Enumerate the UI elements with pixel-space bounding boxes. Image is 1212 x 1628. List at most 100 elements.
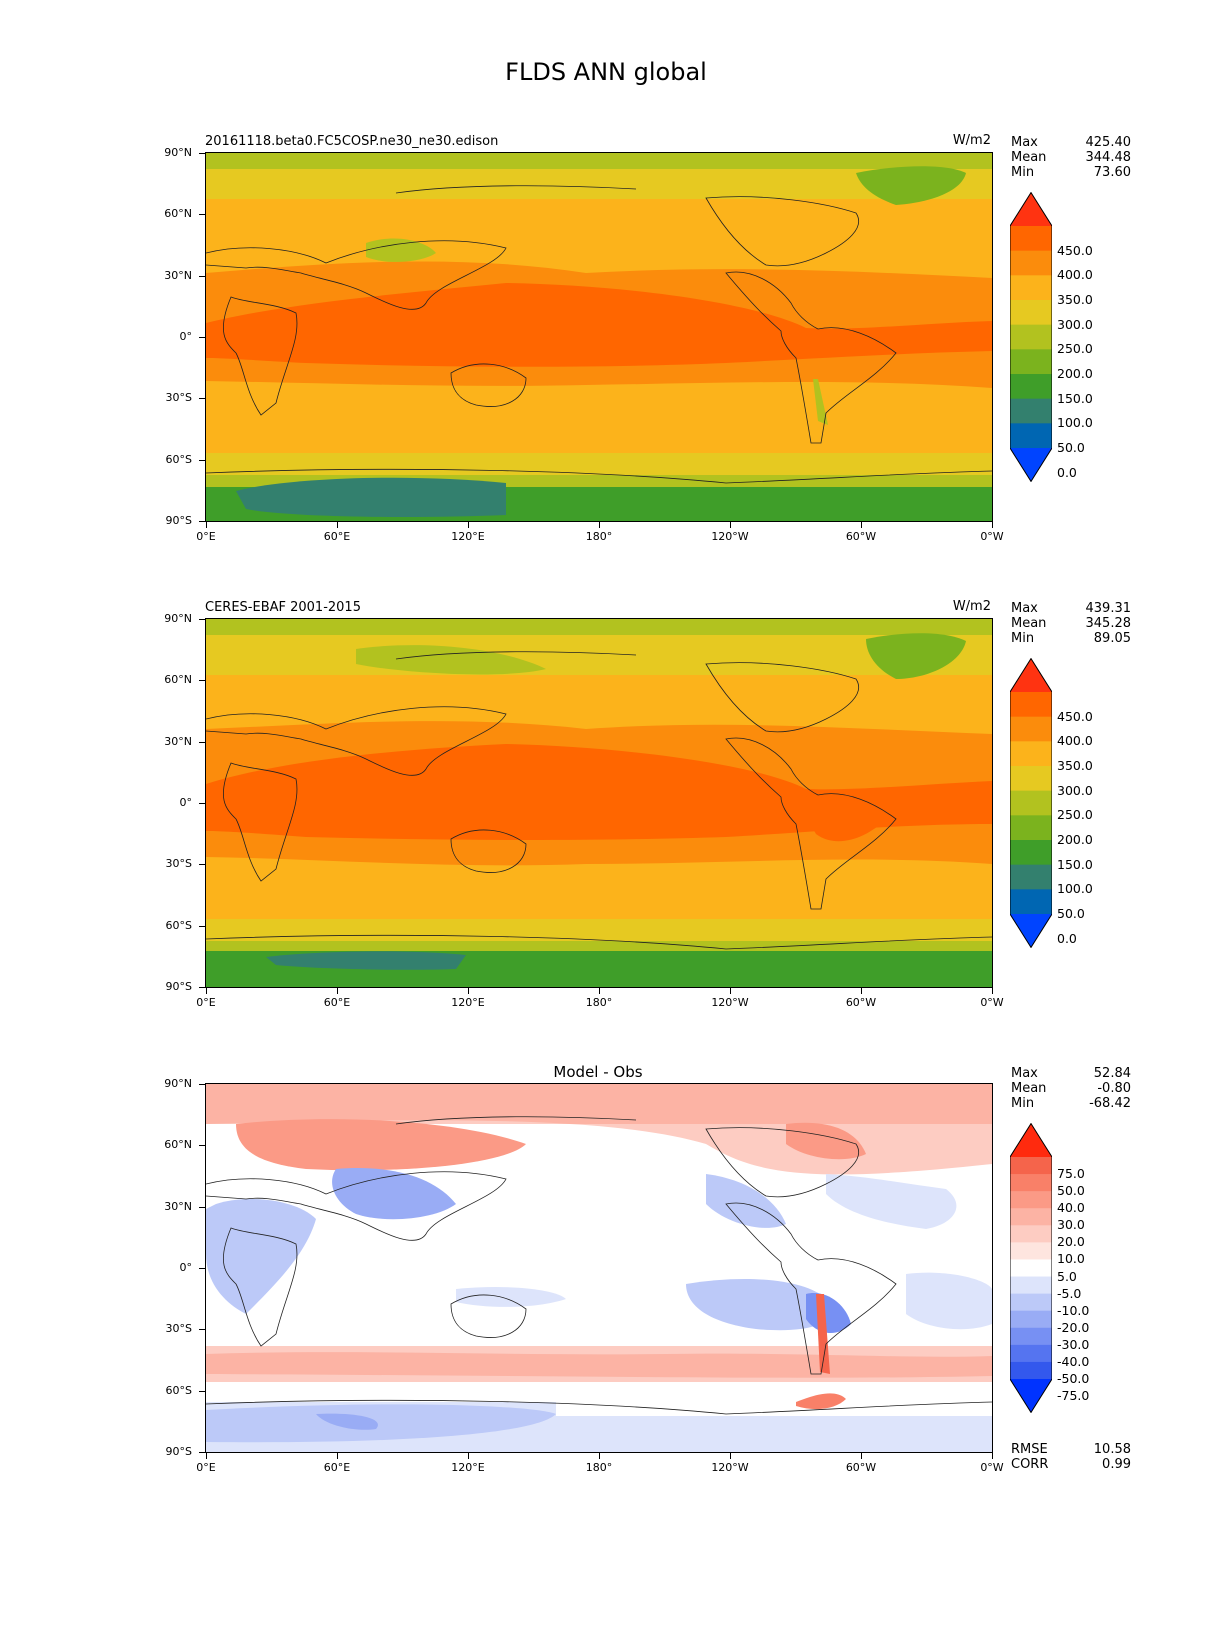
colorbar-segment: [1010, 250, 1052, 276]
colorbar-segment: [1010, 1327, 1052, 1346]
x-tick-label: 0°W: [980, 1461, 1004, 1474]
colorbar-label: 450.0: [1057, 708, 1093, 724]
colorbar: [1010, 1123, 1052, 1413]
x-tick-label: 60°W: [845, 530, 877, 543]
units-label: W/m2: [952, 133, 991, 148]
y-tick-mark: [199, 521, 205, 522]
x-tick-mark: [992, 522, 993, 528]
stat-row: Min 73.60: [1011, 165, 1131, 180]
y-tick-mark: [199, 1206, 205, 1208]
colorbar-label: 75.0: [1057, 1166, 1085, 1182]
stat-value: 344.48: [1085, 150, 1132, 165]
map-plot-area: [205, 152, 993, 522]
y-tick-mark: [199, 398, 205, 400]
x-tick-mark: [730, 522, 731, 528]
x-tick-label: 120°W: [711, 530, 749, 543]
y-tick-mark: [199, 680, 205, 682]
x-tick-mark: [861, 988, 862, 994]
y-tick-label: 90°N: [164, 612, 192, 625]
stat-row: Min -68.42: [1011, 1096, 1131, 1111]
x-tick-mark: [861, 1453, 862, 1459]
x-tick-mark: [730, 1453, 731, 1459]
stat-label: CORR: [1011, 1457, 1049, 1472]
panel-title-left: 20161118.beta0.FC5COSP.ne30_ne30.edison: [205, 134, 499, 149]
stat-label: Max: [1011, 1066, 1038, 1081]
colorbar-label: 20.0: [1057, 1234, 1085, 1250]
x-tick-label: 0°E: [196, 1461, 216, 1474]
colorbar-outline: [1010, 192, 1052, 482]
y-tick-label: 60°N: [164, 207, 192, 221]
stat-value: 73.60: [1093, 165, 1131, 180]
colorbar-segment: [1010, 864, 1052, 890]
model-field: [206, 153, 992, 521]
colorbar-segment: [1010, 889, 1052, 915]
colorbar-label: 10.0: [1057, 1251, 1085, 1267]
x-tick-mark: [599, 988, 600, 994]
y-tick-label: 0°: [179, 796, 193, 809]
x-tick-mark: [337, 988, 338, 994]
colorbar-label: 50.0: [1057, 440, 1085, 455]
x-tick-mark: [337, 1453, 338, 1459]
y-tick-mark: [199, 619, 205, 620]
stats-block: Max 439.31 Mean 345.28 Min 89.05: [1011, 601, 1131, 646]
colorbar-label: -10.0: [1057, 1302, 1090, 1318]
colorbar-label: 200.0: [1057, 366, 1093, 381]
x-tick-label: 60°E: [323, 996, 351, 1009]
y-tick-mark: [199, 1145, 205, 1147]
stats-block: Max 425.40 Mean 344.48 Min 73.60: [1011, 135, 1131, 180]
x-tick-label: 120°E: [451, 1461, 485, 1474]
colorbar-segment: [1010, 1310, 1052, 1329]
stat-label: Min: [1011, 1096, 1035, 1111]
stat-row: Mean 344.48: [1011, 150, 1131, 165]
stat-value: 89.05: [1093, 631, 1131, 646]
colorbar-segment: [1010, 1225, 1052, 1243]
bottom-stats-block: RMSE 10.58 CORR 0.99: [1011, 1442, 1131, 1472]
y-tick-mark: [199, 153, 205, 154]
x-tick-mark: [206, 988, 207, 994]
x-tick-label: 0°W: [980, 996, 1004, 1009]
colorbar-label: 5.0: [1057, 1268, 1077, 1284]
y-tick-mark: [199, 1084, 205, 1085]
y-tick-label: 30°S: [165, 1322, 192, 1336]
colorbar-label: 0.0: [1057, 930, 1077, 946]
panel-title-left: CERES-EBAF 2001-2015: [205, 600, 361, 615]
colorbar-label: 200.0: [1057, 832, 1093, 847]
colorbar-segment: [1010, 766, 1052, 792]
stat-label: Max: [1011, 135, 1038, 150]
y-tick-mark: [199, 987, 205, 988]
colorbar-label: 350.0: [1057, 292, 1093, 307]
y-tick-label: 60°S: [165, 918, 192, 932]
y-tick-label: 90°N: [164, 146, 192, 159]
colorbar-label: 400.0: [1057, 267, 1093, 283]
y-tick-label: 0°: [179, 1261, 193, 1274]
x-tick-label: 60°E: [323, 1461, 351, 1474]
colorbar-label: 150.0: [1057, 390, 1093, 406]
y-tick-mark: [199, 1390, 205, 1392]
stat-value: -68.42: [1089, 1096, 1131, 1111]
y-tick-mark: [199, 864, 205, 866]
x-tick-label: 60°E: [323, 530, 351, 543]
y-tick-mark: [199, 275, 205, 277]
x-tick-label: 60°W: [845, 1461, 877, 1474]
colorbar-segment: [1010, 790, 1052, 816]
colorbar-segment: [1010, 716, 1052, 742]
y-tick-label: 60°N: [164, 673, 192, 687]
colorbar-label: 400.0: [1057, 733, 1093, 749]
colorbar-segment: [1010, 692, 1052, 718]
obs-field: [206, 619, 992, 987]
colorbar-segment: [1010, 398, 1052, 424]
y-tick-label: 30°S: [165, 391, 192, 405]
y-tick-label: 30°N: [164, 268, 192, 282]
y-tick-mark: [199, 1268, 205, 1269]
colorbar-extend-top: [1010, 192, 1052, 226]
stat-label: Mean: [1011, 1081, 1047, 1096]
y-tick-label: 30°N: [164, 734, 192, 748]
colorbar-label: 150.0: [1057, 856, 1093, 872]
colorbar-segment: [1010, 374, 1052, 400]
colorbar-label: 0.0: [1057, 464, 1077, 480]
stat-label: Mean: [1011, 616, 1047, 631]
x-tick-mark: [992, 1453, 993, 1459]
y-tick-label: 60°N: [164, 1138, 192, 1152]
y-tick-mark: [199, 1452, 205, 1453]
x-tick-mark: [206, 1453, 207, 1459]
